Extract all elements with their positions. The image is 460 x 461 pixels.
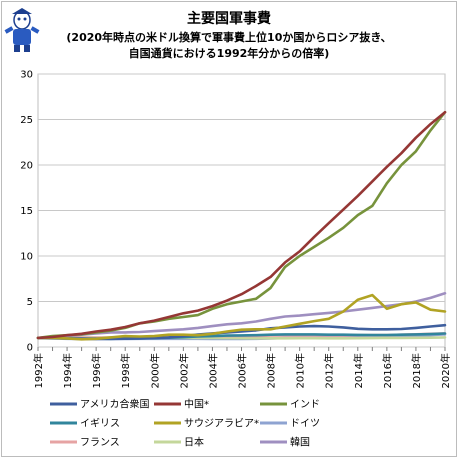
x-tick-label: 1998年 xyxy=(119,353,132,388)
y-tick-label: 20 xyxy=(20,161,33,172)
x-tick-label: 2000年 xyxy=(148,353,161,388)
x-tick-label: 2014年 xyxy=(352,353,365,388)
y-tick-label: 10 xyxy=(20,252,33,263)
chart-subtitle-line2: 自国通貨における1992年分からの倍率) xyxy=(128,47,330,60)
y-tick-label: 0 xyxy=(27,343,33,354)
mascot-logo xyxy=(4,8,40,52)
series-line-8 xyxy=(36,291,447,340)
y-tick-label: 15 xyxy=(20,206,33,217)
chart-subtitle-line1: (2020年時点の米ドル換算で軍事費上位10か国からロシア抜き、 xyxy=(66,31,392,44)
y-tick-label: 30 xyxy=(20,70,33,81)
x-tick-label: 2004年 xyxy=(206,353,219,388)
x-tick-label: 2010年 xyxy=(294,353,307,388)
y-tick-label: 25 xyxy=(20,115,33,126)
x-tick-label: 2012年 xyxy=(323,353,336,388)
series-line-1 xyxy=(36,110,447,340)
legend-label: イギリス xyxy=(80,418,120,430)
legend-label: フランス xyxy=(80,437,120,449)
series-line-4 xyxy=(36,293,447,341)
legend-label: アメリカ合衆国 xyxy=(80,398,150,411)
x-tick-label: 1996年 xyxy=(90,353,103,388)
x-tick-label: 1994年 xyxy=(61,353,74,388)
chart-title: 主要国軍事費 xyxy=(187,11,271,27)
x-tick-label: 2002年 xyxy=(177,353,190,388)
legend-label: 中国* xyxy=(184,398,209,411)
legend-label: インド xyxy=(290,400,320,411)
x-tick-label: 2008年 xyxy=(265,353,278,388)
legend-label: 日本 xyxy=(184,436,204,449)
y-tick-label: 5 xyxy=(27,297,33,308)
legend-label: ドイツ xyxy=(290,419,320,430)
legend-label: サウジアラビア* xyxy=(184,418,259,430)
x-tick-label: 2006年 xyxy=(236,353,249,388)
x-tick-label: 2016年 xyxy=(381,353,394,388)
x-tick-label: 2018年 xyxy=(410,353,423,388)
series-line-2 xyxy=(36,110,447,340)
x-tick-label: 1992年 xyxy=(32,353,45,388)
x-tick-label: 2020年 xyxy=(439,353,452,388)
legend-label: 韓国 xyxy=(290,437,310,449)
